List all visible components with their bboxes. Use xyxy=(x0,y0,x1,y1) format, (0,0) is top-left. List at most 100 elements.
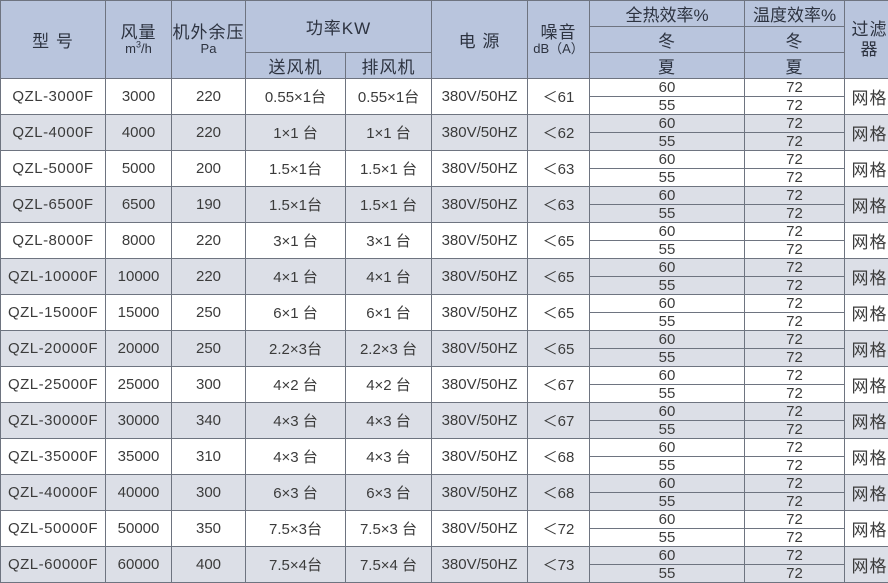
cell-filter: 网格 xyxy=(845,79,888,115)
cell-pressure: 190 xyxy=(172,187,246,223)
cell-power-source: 380V/50HZ xyxy=(432,115,528,151)
cell-exhaust-fan: 4×3 台 xyxy=(346,403,432,439)
cell-total-heat-efficiency-summer: 55 xyxy=(590,97,744,114)
cell-power-source: 380V/50HZ xyxy=(432,79,528,115)
cell-filter: 网格 xyxy=(845,475,888,511)
cell-model: QZL-40000F xyxy=(1,475,106,511)
cell-filter: 网格 xyxy=(845,223,888,259)
header-airflow: 风量 m3/h xyxy=(106,1,172,79)
cell-supply-fan: 1.5×1台 xyxy=(246,187,346,223)
cell-exhaust-fan: 4×1 台 xyxy=(346,259,432,295)
cell-total-heat-efficiency-summer: 55 xyxy=(590,385,744,402)
header-total-heat-efficiency: 全热效率% xyxy=(590,1,745,27)
cell-power-source: 380V/50HZ xyxy=(432,187,528,223)
cell-filter: 网格 xyxy=(845,295,888,331)
header-exhaust-fan: 排风机 xyxy=(346,53,432,79)
cell-exhaust-fan: 6×1 台 xyxy=(346,295,432,331)
cell-total-heat-efficiency-summer: 55 xyxy=(590,349,744,366)
cell-exhaust-fan: 7.5×4 台 xyxy=(346,547,432,583)
cell-airflow: 8000 xyxy=(106,223,172,259)
cell-total-heat-efficiency-winter: 60 xyxy=(590,367,744,385)
cell-total-heat-efficiency-winter: 60 xyxy=(590,331,744,349)
cell-supply-fan: 4×1 台 xyxy=(246,259,346,295)
cell-airflow: 30000 xyxy=(106,403,172,439)
header-heat-summer: 夏 xyxy=(590,53,745,79)
cell-temperature-efficiency-winter: 72 xyxy=(745,439,844,457)
cell-airflow: 35000 xyxy=(106,439,172,475)
cell-noise: ＜72 xyxy=(528,511,590,547)
cell-pressure: 300 xyxy=(172,367,246,403)
cell-model: QZL-3000F xyxy=(1,79,106,115)
cell-model: QZL-25000F xyxy=(1,367,106,403)
cell-noise: ＜65 xyxy=(528,295,590,331)
cell-pressure: 300 xyxy=(172,475,246,511)
cell-exhaust-fan: 1.5×1 台 xyxy=(346,187,432,223)
cell-total-heat-efficiency-winter: 60 xyxy=(590,151,744,169)
cell-supply-fan: 4×2 台 xyxy=(246,367,346,403)
cell-power-source: 380V/50HZ xyxy=(432,475,528,511)
cell-temperature-efficiency-winter: 72 xyxy=(745,79,844,97)
cell-total-heat-efficiency-winter: 60 xyxy=(590,475,744,493)
cell-airflow: 20000 xyxy=(106,331,172,367)
cell-noise: ＜67 xyxy=(528,367,590,403)
cell-exhaust-fan: 4×2 台 xyxy=(346,367,432,403)
cell-total-heat-efficiency-winter: 60 xyxy=(590,187,744,205)
cell-supply-fan: 6×3 台 xyxy=(246,475,346,511)
cell-total-heat-efficiency-summer: 55 xyxy=(590,169,744,186)
cell-airflow: 10000 xyxy=(106,259,172,295)
cell-power-source: 380V/50HZ xyxy=(432,151,528,187)
cell-model: QZL-50000F xyxy=(1,511,106,547)
cell-airflow: 60000 xyxy=(106,547,172,583)
cell-temperature-efficiency-summer: 72 xyxy=(745,493,844,510)
cell-airflow: 15000 xyxy=(106,295,172,331)
cell-model: QZL-8000F xyxy=(1,223,106,259)
header-pressure-label: 机外余压 xyxy=(173,23,245,42)
cell-power-source: 380V/50HZ xyxy=(432,439,528,475)
cell-filter: 网格 xyxy=(845,115,888,151)
header-noise-label: 噪音 xyxy=(541,23,577,42)
cell-supply-fan: 3×1 台 xyxy=(246,223,346,259)
cell-temperature-efficiency-summer: 72 xyxy=(745,565,844,582)
cell-temperature-efficiency-winter: 72 xyxy=(745,511,844,529)
cell-exhaust-fan: 1×1 台 xyxy=(346,115,432,151)
header-external-pressure: 机外余压 Pa xyxy=(172,1,246,79)
cell-exhaust-fan: 3×1 台 xyxy=(346,223,432,259)
cell-noise: ＜65 xyxy=(528,223,590,259)
cell-pressure: 200 xyxy=(172,151,246,187)
cell-model: QZL-6500F xyxy=(1,187,106,223)
cell-temperature-efficiency-summer: 72 xyxy=(745,529,844,546)
cell-pressure: 220 xyxy=(172,79,246,115)
cell-airflow: 40000 xyxy=(106,475,172,511)
header-airflow-unit: m3/h xyxy=(125,42,152,57)
cell-airflow: 6500 xyxy=(106,187,172,223)
cell-pressure: 340 xyxy=(172,403,246,439)
cell-model: QZL-30000F xyxy=(1,403,106,439)
cell-total-heat-efficiency-summer: 55 xyxy=(590,565,744,582)
cell-noise: ＜63 xyxy=(528,187,590,223)
cell-total-heat-efficiency-winter: 60 xyxy=(590,79,744,97)
header-noise: 噪音 dB（A） xyxy=(528,1,590,79)
cell-temperature-efficiency-winter: 72 xyxy=(745,403,844,421)
cell-power-source: 380V/50HZ xyxy=(432,259,528,295)
header-temperature-efficiency: 温度效率% xyxy=(745,1,845,27)
header-temp-summer: 夏 xyxy=(745,53,845,79)
cell-total-heat-efficiency-summer: 55 xyxy=(590,421,744,438)
